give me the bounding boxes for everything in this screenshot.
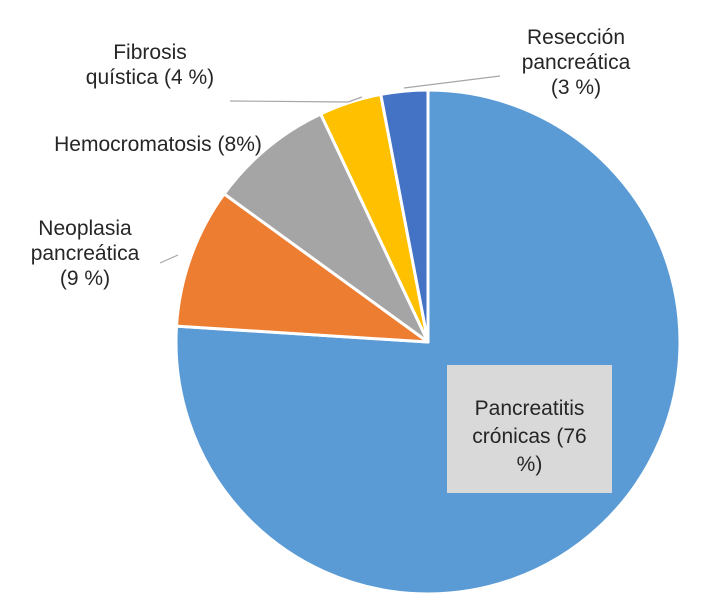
label-line: (3 %) (550, 76, 602, 99)
label-line: Neoplasia (38, 217, 132, 240)
slice-neoplasia (174, 192, 430, 344)
slice-hemocromatosis (222, 112, 430, 344)
label-line: pancreática (521, 51, 631, 74)
slice-label-hemocromatosis: Hemocromatosis (8%) (24, 132, 292, 157)
slice-label-pancreatitis: Pancreatitis crónicas (76 %) (447, 365, 612, 493)
slice-label-fibrosis: Fibrosis quística (4 %) (50, 40, 250, 90)
label-line: quística (4 %) (85, 66, 215, 89)
label-line: %) (516, 453, 543, 476)
label-line: Pancreatitis (474, 397, 585, 420)
label-line: (9 %) (59, 267, 111, 290)
label-line: pancreática (30, 242, 140, 265)
leader-line (229, 96, 363, 103)
label-line: crónicas (76 (472, 425, 587, 448)
slice-label-neoplasia: Neoplasia pancreática (9 %) (10, 216, 160, 291)
slice-label-reseccion: Resección pancreática (3 %) (496, 25, 656, 100)
leader-line (403, 75, 501, 89)
label-line: Fibrosis (113, 41, 187, 64)
slice-reseccion (379, 88, 430, 344)
label-line: Resección (526, 26, 626, 49)
label-line: Hemocromatosis (8%) (54, 133, 262, 156)
leader-line (159, 254, 179, 264)
